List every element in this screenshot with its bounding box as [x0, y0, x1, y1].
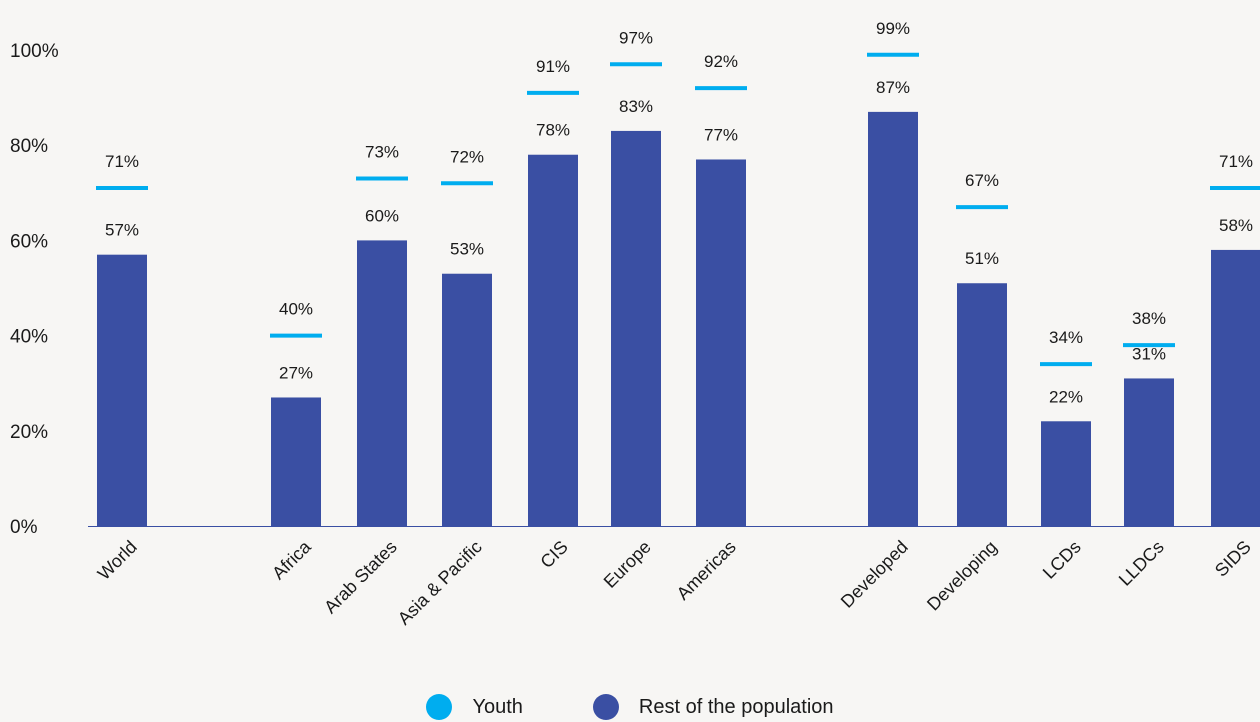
data-label-youth: 38%	[1132, 309, 1166, 328]
data-label-rest: 60%	[365, 206, 399, 225]
bar-rest	[696, 159, 746, 527]
y-tick-label: 20%	[10, 422, 48, 443]
data-label-rest: 83%	[619, 97, 653, 116]
x-tick-label: Arab States	[320, 537, 401, 618]
bar-rest	[1211, 249, 1260, 527]
x-tick-label: Europe	[600, 537, 655, 592]
y-tick-label: 60%	[10, 231, 48, 252]
data-label-rest: 31%	[1132, 344, 1166, 363]
chart-svg: 0% 20% 40% 60% 80% 100% 57% 27% 60% 53% 78% 83% 77% 8…	[10, 19, 1260, 629]
legend: Youth Rest of the population	[0, 694, 1260, 720]
data-label-youth: 92%	[704, 52, 738, 71]
data-label-rest: 77%	[704, 125, 738, 144]
y-tick-label: 100%	[10, 41, 59, 62]
bar-rest	[611, 130, 661, 527]
y-tick-label: 80%	[10, 136, 48, 157]
legend-label-youth: Youth	[472, 695, 523, 718]
legend-item-rest: Rest of the population	[592, 694, 834, 720]
data-label-youth: 91%	[536, 57, 570, 76]
data-label-youth: 72%	[450, 147, 484, 166]
x-tick-label: Asia & Pacific	[394, 537, 486, 629]
data-label-youth: 73%	[365, 143, 399, 162]
bar-rest	[868, 111, 918, 526]
data-label-rest: 87%	[876, 78, 910, 97]
x-tick-label: Developing	[923, 537, 1001, 615]
data-label-rest: 53%	[450, 240, 484, 259]
y-tick-label: 40%	[10, 327, 48, 348]
x-tick-label: Developed	[837, 537, 912, 612]
x-tick-label: World	[94, 537, 141, 584]
legend-item-youth: Youth	[426, 694, 523, 720]
x-tick-label: SIDS	[1211, 537, 1255, 581]
data-label-youth: 40%	[279, 300, 313, 319]
bar-rest	[357, 240, 407, 526]
data-label-youth: 99%	[876, 19, 910, 38]
x-tick-label: LCDs	[1039, 537, 1085, 583]
bar-rest	[957, 283, 1007, 526]
bar-rest	[528, 154, 578, 526]
legend-swatch-youth	[426, 694, 453, 720]
data-label-youth: 67%	[965, 171, 999, 190]
data-label-rest: 58%	[1219, 216, 1253, 235]
y-tick-label: 0%	[10, 517, 38, 538]
data-label-rest: 27%	[279, 363, 313, 382]
x-tick-label: CIS	[536, 537, 571, 572]
legend-swatch-rest	[592, 694, 619, 720]
data-label-youth: 97%	[619, 28, 653, 47]
x-tick-label: Africa	[268, 536, 315, 583]
bar-rest	[1124, 378, 1174, 526]
x-tick-label: LLDCs	[1115, 537, 1168, 590]
data-label-youth: 34%	[1049, 328, 1083, 347]
data-label-rest: 57%	[105, 221, 139, 240]
bar-rest	[442, 273, 492, 526]
data-label-youth: 71%	[105, 152, 139, 171]
data-label-youth: 71%	[1219, 152, 1253, 171]
bar-rest	[271, 397, 321, 526]
bar-rest	[97, 254, 147, 526]
data-label-rest: 78%	[536, 121, 570, 140]
data-label-rest: 22%	[1049, 387, 1083, 406]
bar-rest	[1041, 421, 1091, 526]
legend-label-rest: Rest of the population	[638, 695, 834, 718]
x-tick-label: Americas	[673, 537, 740, 604]
data-label-rest: 51%	[965, 249, 999, 268]
